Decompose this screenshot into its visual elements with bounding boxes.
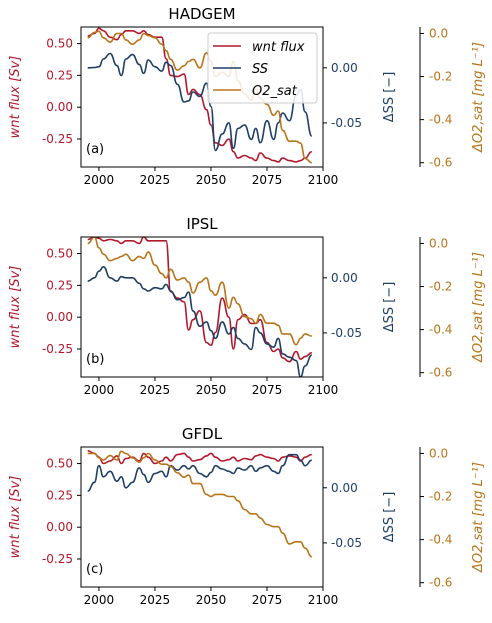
plot-frame bbox=[80, 446, 324, 588]
y-left-label: wnt flux [Sv] bbox=[8, 476, 23, 559]
panel-label: (c) bbox=[86, 562, 103, 577]
y-right2-tick-label: -0.2 bbox=[429, 280, 452, 294]
series-line-wnt bbox=[87, 27, 312, 163]
y-left-tick-label: 0.00 bbox=[46, 310, 73, 324]
plot-frame bbox=[80, 26, 324, 168]
x-tick-label: 2000 bbox=[84, 593, 115, 607]
y-left-label: wnt flux [Sv] bbox=[8, 56, 23, 139]
y-left-tick-label: 0.50 bbox=[46, 37, 73, 51]
panel-gfdl: GFDL 2000 2025 2050 2075 2100 0.50 0.25 0.00 -0.2… bbox=[8, 425, 486, 607]
x-tick-label: 2050 bbox=[196, 173, 227, 187]
y-left-tick-label: -0.25 bbox=[42, 342, 73, 356]
y-left-tick-label: 0.50 bbox=[46, 457, 73, 471]
y-right2-tick-label: -0.4 bbox=[429, 533, 452, 547]
y-right2-tick-label: -0.6 bbox=[429, 366, 452, 380]
series-line-ss bbox=[87, 266, 313, 377]
x-tick-label: 2050 bbox=[196, 593, 227, 607]
y-left-tick-label: 0.50 bbox=[46, 247, 73, 261]
panel-label: (b) bbox=[86, 352, 104, 367]
panel-hadgem: HADGEM 2000 2025 2050 2075 2100 0.50 0.25 0.00 -0… bbox=[8, 5, 486, 187]
panel-title: IPSL bbox=[186, 215, 218, 233]
y-left-tick-label: -0.25 bbox=[42, 132, 73, 146]
y-left-tick-label: 0.25 bbox=[46, 278, 73, 292]
y-right1-label: ΔSS [−] bbox=[382, 72, 397, 123]
legend-label-wnt: wnt flux bbox=[252, 40, 305, 55]
y-right1-tick-label: -0.05 bbox=[331, 116, 362, 130]
y-right2-tick-label: -0.2 bbox=[429, 490, 452, 504]
panel-ipsl: IPSL 2000 2025 2050 2075 2100 0.50 0.25 0.00 -0.2… bbox=[8, 215, 486, 397]
y-right1-label: ΔSS [−] bbox=[382, 492, 397, 543]
series-line-ss bbox=[87, 453, 312, 492]
series-line-o2 bbox=[87, 30, 312, 164]
y-right2-tick-label: -0.6 bbox=[429, 576, 452, 590]
y-right2-tick-label: -0.6 bbox=[429, 156, 452, 170]
y-left-tick-label: 0.00 bbox=[46, 100, 73, 114]
series-line-ss bbox=[87, 52, 313, 152]
y-right2-tick-label: 0.0 bbox=[429, 446, 448, 460]
panel-title: HADGEM bbox=[168, 5, 235, 23]
x-tick-label: 2075 bbox=[252, 593, 283, 607]
y-right2-label: ΔO2,sat [mg L⁻¹] bbox=[471, 252, 486, 363]
x-tick-label: 2025 bbox=[140, 383, 171, 397]
y-left-label: wnt flux [Sv] bbox=[8, 266, 23, 349]
plot-frame bbox=[80, 236, 324, 378]
y-right1-tick-label: -0.05 bbox=[331, 536, 362, 550]
series-line-o2 bbox=[87, 237, 312, 346]
legend-box bbox=[207, 32, 318, 104]
y-right1-tick-label: -0.05 bbox=[331, 326, 362, 340]
y-right2-tick-label: 0.0 bbox=[429, 26, 448, 40]
legend-label-ss: SS bbox=[252, 62, 268, 77]
y-right1-tick-label: 0.00 bbox=[331, 481, 358, 495]
legend: wnt flux SS O2_sat bbox=[207, 32, 318, 104]
x-tick-label: 2100 bbox=[308, 383, 339, 397]
x-tick-label: 2000 bbox=[84, 173, 115, 187]
y-right2-tick-label: -0.2 bbox=[429, 70, 452, 84]
y-left-tick-label: 0.00 bbox=[46, 520, 73, 534]
x-tick-label: 2100 bbox=[308, 593, 339, 607]
y-left-tick-label: 0.25 bbox=[46, 488, 73, 502]
panel-label: (a) bbox=[86, 142, 104, 157]
x-tick-label: 2100 bbox=[308, 173, 339, 187]
y-right2-label: ΔO2,sat [mg L⁻¹] bbox=[471, 42, 486, 153]
y-right1-tick-label: 0.00 bbox=[331, 271, 358, 285]
series-line-o2 bbox=[87, 450, 313, 558]
y-right2-tick-label: 0.0 bbox=[429, 236, 448, 250]
y-left-tick-label: 0.25 bbox=[46, 68, 73, 82]
x-tick-label: 2075 bbox=[252, 383, 283, 397]
y-right2-tick-label: -0.4 bbox=[429, 113, 452, 127]
y-right2-tick-label: -0.4 bbox=[429, 323, 452, 337]
panel-title: GFDL bbox=[182, 425, 223, 443]
y-right1-label: ΔSS [−] bbox=[382, 282, 397, 333]
legend-label-o2: O2_sat bbox=[252, 84, 298, 99]
y-right1-tick-label: 0.00 bbox=[331, 61, 358, 75]
series-line-wnt bbox=[87, 450, 312, 465]
x-tick-label: 2025 bbox=[140, 173, 171, 187]
x-tick-label: 2050 bbox=[196, 383, 227, 397]
y-left-tick-label: -0.25 bbox=[42, 552, 73, 566]
series-line-wnt bbox=[87, 237, 312, 363]
x-tick-label: 2025 bbox=[140, 593, 171, 607]
x-tick-label: 2000 bbox=[84, 383, 115, 397]
x-tick-label: 2075 bbox=[252, 173, 283, 187]
y-right2-label: ΔO2,sat [mg L⁻¹] bbox=[471, 462, 486, 573]
